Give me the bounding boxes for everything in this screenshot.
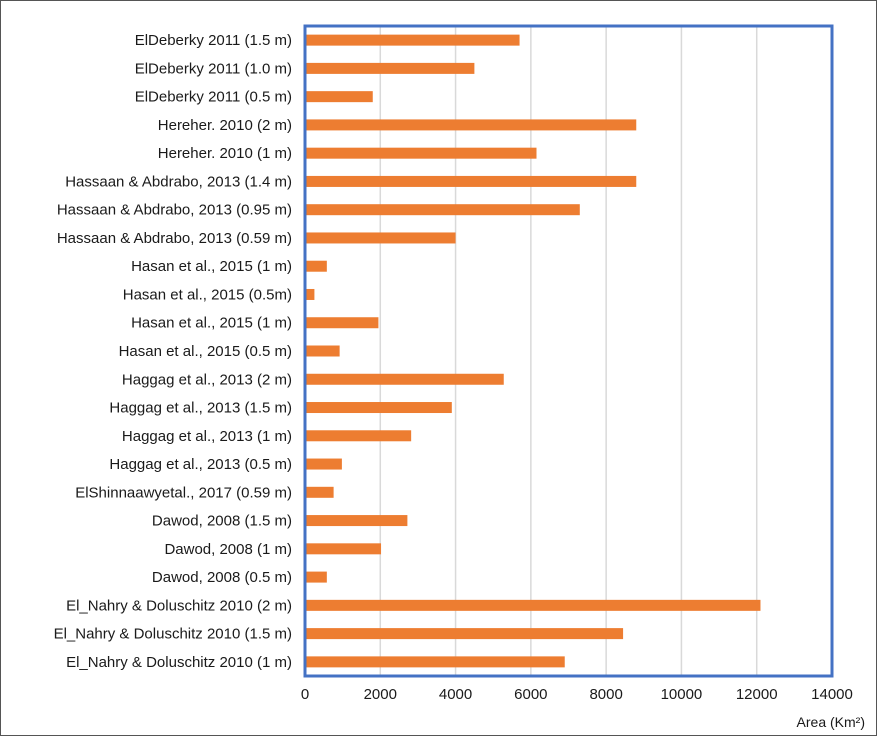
bar <box>305 62 475 74</box>
category-label: Dawod, 2008 (1.5 m) <box>152 513 292 530</box>
category-labels: ElDeberky 2011 (1.5 m) ElDeberky 2011 (1.… <box>54 32 292 671</box>
category-label: ElDeberky 2011 (1.0 m) <box>135 60 292 77</box>
category-label: ElDeberky 2011 (0.5 m) <box>135 89 292 106</box>
x-tick-label: 14000 <box>811 686 853 703</box>
category-label: Hasan et al., 2015 (0.5 m) <box>119 343 292 360</box>
category-label: Haggag et al., 2013 (1 m) <box>122 428 292 445</box>
category-label: Haggag et al., 2013 (1.5 m) <box>109 400 292 417</box>
bars <box>305 34 761 668</box>
category-label: Haggag et al., 2013 (0.5 m) <box>109 456 292 473</box>
category-label: Hassaan & Abdrabo, 2013 (0.95 m) <box>57 202 292 219</box>
bar <box>305 232 456 244</box>
category-label: El_Nahry & Doluschitz 2010 (2 m) <box>66 597 292 614</box>
x-tick-label: 6000 <box>514 686 547 703</box>
category-label: El_Nahry & Doluschitz 2010 (1 m) <box>66 654 292 671</box>
bar <box>305 599 761 611</box>
bar <box>305 543 382 555</box>
category-label: Hasan et al., 2015 (0.5m) <box>123 286 292 303</box>
category-label: ElDeberky 2011 (1.5 m) <box>135 32 292 49</box>
x-tick-label: 2000 <box>364 686 397 703</box>
category-label: Hereher. 2010 (2 m) <box>158 117 292 134</box>
bar <box>305 288 315 300</box>
bar <box>305 571 327 583</box>
category-label: Haggag et al., 2013 (2 m) <box>122 371 292 388</box>
bar <box>305 656 565 668</box>
category-label: Hasan et al., 2015 (1 m) <box>131 258 292 275</box>
category-label: Dawod, 2008 (1 m) <box>164 541 292 558</box>
bar <box>305 204 580 216</box>
bar <box>305 317 379 329</box>
category-label: Hereher. 2010 (1 m) <box>158 145 292 162</box>
x-tick-label: 12000 <box>736 686 778 703</box>
bar <box>305 91 373 103</box>
bar <box>305 345 340 357</box>
x-tick-label: 0 <box>301 686 309 703</box>
bar <box>305 458 342 470</box>
bar <box>305 628 624 640</box>
category-label: Hasan et al., 2015 (1 m) <box>131 315 292 332</box>
category-label: Hassaan & Abdrabo, 2013 (0.59 m) <box>57 230 292 247</box>
bar <box>305 119 637 131</box>
category-label: El_Nahry & Doluschitz 2010 (1.5 m) <box>54 626 292 643</box>
bar <box>305 373 504 385</box>
bar <box>305 430 412 442</box>
x-tick-label: 10000 <box>661 686 703 703</box>
x-tick-labels: 0 2000 4000 6000 8000 10000 12000 14000 <box>301 686 853 703</box>
category-label: ElShinnaawyetal., 2017 (0.59 m) <box>75 484 292 501</box>
category-label: Dawod, 2008 (0.5 m) <box>152 569 292 586</box>
bar <box>305 486 334 498</box>
bar <box>305 147 537 159</box>
grid-lines <box>379 26 758 676</box>
x-tick-label: 4000 <box>439 686 472 703</box>
bar <box>305 402 452 414</box>
category-label: Hassaan & Abdrabo, 2013 (1.4 m) <box>65 173 292 190</box>
bar <box>305 175 637 187</box>
bar <box>305 515 408 527</box>
plot-area-border <box>303 24 834 678</box>
x-tick-label: 8000 <box>589 686 622 703</box>
bar <box>305 260 327 272</box>
x-axis-title: Area (Km²) <box>797 714 865 730</box>
bar <box>305 34 520 46</box>
